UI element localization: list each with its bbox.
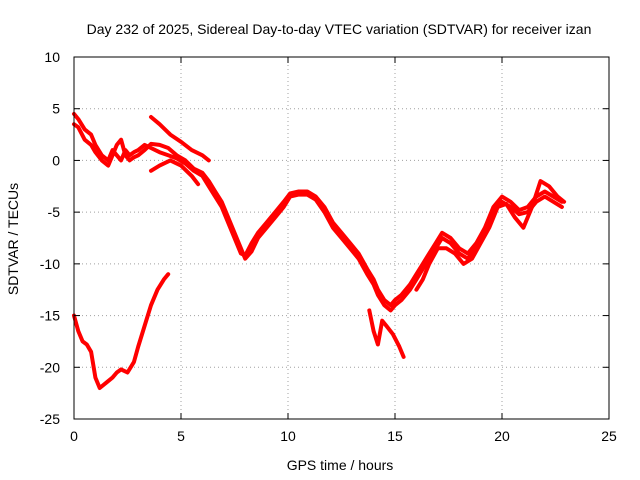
y-tick-label: 5 xyxy=(52,101,60,117)
grid-lines xyxy=(74,57,609,419)
y-tick-label: 0 xyxy=(52,152,60,168)
x-tick-label: 5 xyxy=(177,428,185,444)
plot-frame xyxy=(73,56,610,420)
series-line-main-trace-a xyxy=(72,111,564,308)
x-axis-label: GPS time / hours xyxy=(287,457,394,473)
axis-ticks: 0 5 10 15 20 25 -25 -20 -15 -10 -5 0 5 10 xyxy=(40,49,617,444)
x-tick-label: 15 xyxy=(387,428,403,444)
x-tick-label: 10 xyxy=(280,428,296,444)
y-tick-label: -10 xyxy=(40,256,60,272)
y-tick-label: -5 xyxy=(48,204,61,220)
series-line-lower-branch xyxy=(149,158,201,187)
series-line-low-trace xyxy=(72,272,171,390)
y-tick-label: -25 xyxy=(40,411,60,427)
series-line-main-trace-b xyxy=(72,122,564,313)
data-series xyxy=(72,111,567,390)
series-line-dip-branch xyxy=(367,308,406,359)
x-tick-label: 20 xyxy=(494,428,510,444)
y-tick-label: -15 xyxy=(40,308,60,324)
y-tick-label: 10 xyxy=(44,49,60,65)
chart-title: Day 232 of 2025, Sidereal Day-to-day VTE… xyxy=(87,21,592,37)
series-line-upper-branch xyxy=(149,115,211,163)
y-axis-label: SDTVAR / TECUs xyxy=(5,183,21,295)
x-tick-label: 0 xyxy=(70,428,78,444)
x-tick-label: 25 xyxy=(601,428,617,444)
y-tick-label: -20 xyxy=(40,359,60,375)
series-line-late-branch xyxy=(414,179,567,292)
